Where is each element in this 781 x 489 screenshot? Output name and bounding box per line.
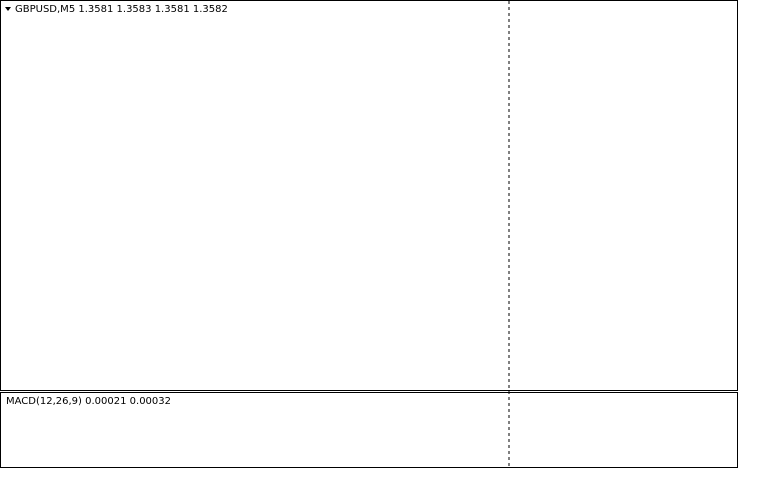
chart-title: GBPUSD,M5 1.3581 1.3583 1.3581 1.3582 <box>15 4 228 15</box>
macd-title: MACD(12,26,9) 0.00021 0.00032 <box>6 396 171 407</box>
macd-frame <box>0 392 738 468</box>
symbol-icon <box>5 7 11 11</box>
main-frame <box>0 0 738 391</box>
